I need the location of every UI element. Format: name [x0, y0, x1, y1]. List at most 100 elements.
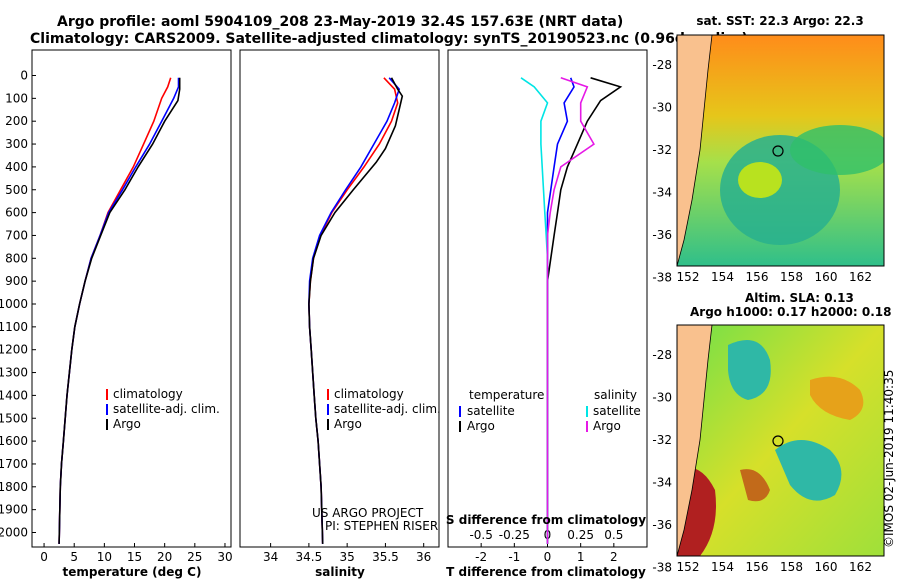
x-tick-label: 2	[610, 550, 618, 564]
map-lon-tick-label: 154	[711, 270, 734, 284]
x-tick-label: 10	[97, 550, 112, 564]
ssh-lon-axis: 152 154 156 158 160 162	[677, 560, 872, 574]
depth-axis: 0 100 200 300 400 500 600 700 800 900 1000 1100 1200…	[0, 69, 36, 540]
salinity-panel: 34 34.5 35 35.5 36 salinity climatologysatel…	[239, 49, 441, 579]
difference-x-axis: -2 -1 0 1 2	[475, 543, 618, 564]
x-tick-label: 0	[40, 550, 48, 564]
ssh-lat-axis: -28 -30 -32 -34 -36 -38	[652, 348, 672, 575]
x-tick-label: 0	[544, 550, 552, 564]
legend-swatch	[459, 421, 461, 432]
sst-lat-axis: -28 -30 -32 -34 -36 -38	[652, 58, 672, 285]
salinity-series	[308, 77, 404, 544]
map-lat-tick-label: -30	[652, 391, 672, 405]
x-tick-label: -1	[508, 550, 520, 564]
salinity-difference-tick-label: 0.5	[604, 528, 623, 542]
ssh-low-2	[775, 440, 842, 501]
legend-title-temperature: temperature	[469, 388, 544, 402]
depth-tick-label: 1100	[0, 320, 28, 334]
series-line-argo	[308, 77, 404, 544]
credit-text: ©IMOS 02-Jun-2019 11:40:35	[882, 370, 896, 548]
difference-legend: temperaturesatelliteArgosalinitysatellit…	[459, 388, 641, 433]
map-lon-tick-label: 156	[746, 270, 769, 284]
temperature-plot-frame	[31, 49, 232, 548]
legend-label: satellite-adj. clim.	[334, 402, 441, 416]
temperature-x-axis: 0 5 10 15 20 25 30	[40, 543, 233, 564]
ssh-map-title1: Altim. SLA: 0.13	[745, 291, 854, 305]
x-tick-label: 1	[577, 550, 585, 564]
legend-label: Argo	[334, 417, 362, 431]
map-lon-tick-label: 162	[849, 560, 872, 574]
legend-title-salinity: salinity	[594, 388, 637, 402]
x-tick-label: 34	[263, 550, 278, 564]
legend-swatch	[586, 421, 588, 432]
salinity-plot-frame	[239, 49, 440, 548]
salinity-x-axis: 34 34.5 35 35.5 36	[263, 543, 431, 564]
depth-tick-label: 1200	[0, 343, 28, 357]
legend-swatch	[586, 406, 588, 417]
legend-swatch	[106, 419, 108, 430]
map-lat-tick-label: -38	[652, 561, 672, 575]
map-lat-tick-label: -32	[652, 143, 672, 157]
project-annotation: US ARGO PROJECT	[312, 506, 424, 520]
x-tick-label: 15	[127, 550, 142, 564]
map-lon-tick-label: 152	[677, 560, 700, 574]
map-lon-tick-label: 158	[780, 560, 803, 574]
ssh-map: Altim. SLA: 0.13 Argo h1000: 0.17 h2000:…	[652, 291, 891, 575]
t-difference-x-label: T difference from climatology	[446, 565, 646, 579]
ssh-high-3	[740, 469, 770, 502]
legend-swatch	[327, 389, 329, 400]
x-tick-label: 35	[340, 550, 355, 564]
legend-label: climatology	[113, 387, 183, 401]
map-lat-tick-label: -32	[652, 433, 672, 447]
map-lat-tick-label: -36	[652, 228, 672, 242]
map-lon-tick-label: 152	[677, 270, 700, 284]
sst-map: sat. SST: 22.3 Argo: 22.3 -28 -30 -32 -34 -3…	[652, 14, 885, 285]
depth-tick-label: 1300	[0, 366, 28, 380]
header-line1: Argo profile: aoml 5904109_208 23-May-20…	[57, 14, 623, 30]
ssh-argo-location-marker	[772, 435, 784, 447]
depth-tick-label: 600	[5, 206, 28, 220]
depth-tick-label: 200	[5, 114, 28, 128]
legend-label: Argo	[593, 419, 621, 433]
depth-tick-label: 1800	[0, 480, 28, 494]
map-lon-tick-label: 160	[815, 270, 838, 284]
depth-tick-label: 1900	[0, 503, 28, 517]
legend-swatch	[327, 419, 329, 430]
salinity-difference-tick-label: -0.25	[499, 528, 530, 542]
map-lon-tick-label: 158	[780, 270, 803, 284]
ssh-map-frame	[676, 324, 885, 557]
temperature-series	[58, 77, 181, 544]
legend-label: Argo	[113, 417, 141, 431]
depth-tick-label: 1600	[0, 434, 28, 448]
legend-swatch	[106, 389, 108, 400]
ssh-map-title2: Argo h1000: 0.17 h2000: 0.18	[690, 305, 891, 319]
map-lat-tick-label: -34	[652, 186, 672, 200]
map-lon-tick-label: 160	[815, 560, 838, 574]
salinity-difference-tick-label: 0.25	[567, 528, 594, 542]
pi-annotation: PI: STEPHEN RISER	[325, 519, 438, 533]
legend-swatch	[106, 404, 108, 415]
x-tick-label: 35.5	[372, 550, 399, 564]
depth-tick-label: 100	[5, 91, 28, 105]
ssh-high-1	[810, 376, 864, 420]
depth-tick-label: 300	[5, 137, 28, 151]
depth-tick-label: 1700	[0, 457, 28, 471]
map-lat-tick-label: -28	[652, 58, 672, 72]
series-line-s-argo	[546, 77, 595, 544]
sst-green-patch	[790, 125, 884, 175]
map-lat-tick-label: -38	[652, 271, 672, 285]
ssh-low-1	[728, 340, 771, 400]
depth-tick-label: 800	[5, 251, 28, 265]
sst-warm-core	[738, 162, 782, 198]
sst-argo-location-marker	[772, 145, 784, 157]
legend-label: climatology	[334, 387, 404, 401]
map-lat-tick-label: -28	[652, 348, 672, 362]
legend-swatch	[459, 406, 461, 417]
x-tick-label: 36	[416, 550, 431, 564]
depth-tick-label: 400	[5, 160, 28, 174]
sst-land	[677, 35, 713, 266]
legend-label: satellite	[467, 404, 515, 418]
map-lon-tick-label: 156	[746, 560, 769, 574]
